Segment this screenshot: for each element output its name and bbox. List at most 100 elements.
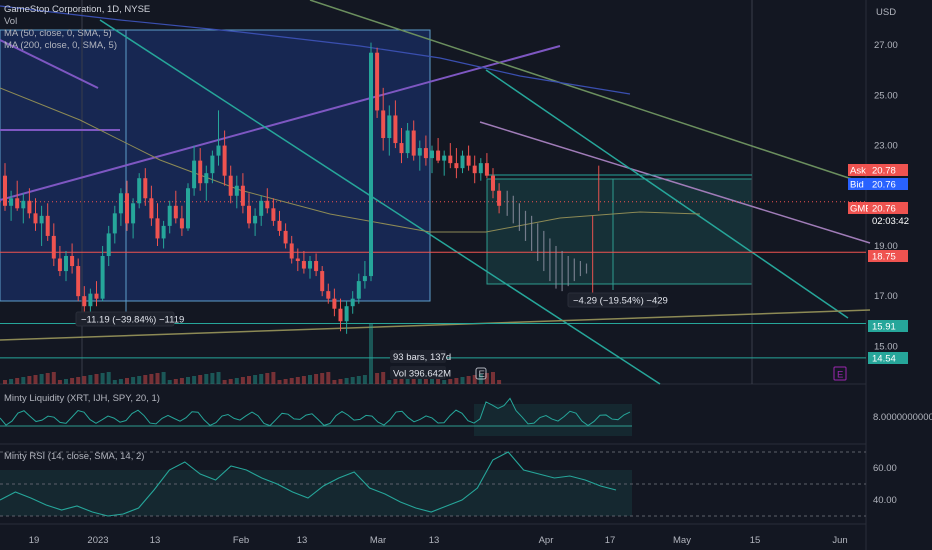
gme-tag-label-bg bbox=[848, 202, 868, 214]
volume-bar bbox=[356, 376, 361, 384]
vol-legend[interactable]: Vol bbox=[4, 16, 18, 27]
volume-bar bbox=[253, 375, 258, 384]
candle bbox=[387, 115, 392, 139]
volume-bar bbox=[106, 372, 111, 384]
candle bbox=[76, 266, 81, 297]
candle bbox=[350, 298, 355, 307]
volume-bar bbox=[15, 378, 20, 384]
gme-tag: GME 20.76 bbox=[848, 202, 908, 215]
volume-bar bbox=[344, 378, 349, 384]
volume-bar bbox=[167, 380, 172, 384]
volume-bar bbox=[131, 377, 136, 384]
earnings-marker[interactable]: E bbox=[475, 367, 487, 380]
time-tick-label: 17 bbox=[605, 535, 616, 546]
range2-text: −4.29 (−19.54%) −429 bbox=[573, 296, 668, 307]
volume-bar bbox=[375, 373, 380, 384]
candle bbox=[192, 160, 197, 189]
volume-bar bbox=[350, 377, 355, 384]
candle bbox=[430, 150, 434, 159]
volume-bar bbox=[332, 380, 337, 384]
candle bbox=[436, 150, 441, 161]
candle bbox=[448, 155, 453, 164]
candle bbox=[277, 220, 282, 231]
rsi-line bbox=[0, 451, 617, 517]
earnings-marker-right[interactable]: E bbox=[833, 366, 847, 381]
bid-tag: Bid 20.76 bbox=[848, 178, 908, 191]
candle bbox=[344, 306, 349, 322]
ma200-legend[interactable]: MA (200, close, 0, SMA, 5) bbox=[4, 40, 117, 51]
candle bbox=[381, 110, 386, 139]
time-axis[interactable]: 19 2023 13 Feb 13 Mar 13 Apr 17 May 15 Jun bbox=[29, 535, 848, 546]
volume-bar bbox=[100, 373, 105, 384]
range-annotation-1: −11.19 (−39.84%) −1119 bbox=[75, 311, 184, 327]
range1-text: −11.19 (−39.84%) −1119 bbox=[81, 315, 184, 326]
vol-text: Vol 396.642M bbox=[393, 369, 451, 380]
ma50-line bbox=[0, 87, 701, 233]
candle bbox=[411, 130, 416, 156]
volume-bar bbox=[39, 374, 44, 384]
level-1875-bg bbox=[868, 250, 908, 262]
price-axis[interactable]: 27.00 25.00 23.00 19.00 17.00 15.00 bbox=[874, 40, 898, 352]
candle bbox=[210, 155, 215, 174]
volume-bar bbox=[161, 372, 166, 384]
candle bbox=[240, 185, 245, 206]
candle bbox=[33, 213, 38, 224]
volume-bar bbox=[277, 380, 282, 384]
level-1875: 18.75 bbox=[872, 252, 896, 263]
candle bbox=[88, 293, 93, 307]
candle bbox=[161, 225, 166, 239]
volume-bar bbox=[240, 377, 245, 384]
time-tick-label: 13 bbox=[429, 535, 440, 546]
gme-tag-label: GME bbox=[850, 204, 872, 215]
volume-bar bbox=[308, 375, 312, 384]
candle bbox=[179, 218, 184, 229]
candle bbox=[283, 230, 288, 244]
indicator-panes bbox=[0, 397, 866, 517]
time-tick-label: Jun bbox=[832, 535, 847, 546]
volume-bar bbox=[125, 378, 129, 384]
ask-tag-label: Ask bbox=[850, 166, 866, 177]
candle bbox=[64, 256, 68, 272]
volume-bar bbox=[314, 374, 319, 384]
volume-bar bbox=[9, 379, 14, 384]
bid-tag-label-bg bbox=[848, 178, 868, 190]
volume-bar bbox=[283, 379, 288, 384]
candle bbox=[332, 298, 337, 309]
volume-bar bbox=[210, 373, 215, 384]
volume-bar bbox=[33, 375, 38, 384]
volume-bar bbox=[295, 377, 300, 384]
volume-bar bbox=[338, 379, 343, 384]
candle bbox=[356, 281, 361, 299]
ask-tag-value: 20.78 bbox=[872, 166, 896, 177]
volume-bar bbox=[70, 378, 75, 384]
ma50-legend[interactable]: MA (50, close, 0, SMA, 5) bbox=[4, 28, 112, 39]
candle bbox=[265, 200, 270, 209]
candle bbox=[338, 308, 343, 322]
volume-bar bbox=[417, 375, 422, 384]
volume-bar bbox=[259, 374, 264, 384]
candle bbox=[106, 233, 111, 256]
candle bbox=[173, 205, 178, 219]
candle bbox=[228, 175, 233, 196]
trendline-teal-2 bbox=[485, 69, 849, 319]
candle bbox=[466, 155, 471, 166]
volume-bar bbox=[82, 376, 87, 384]
candle bbox=[497, 190, 502, 206]
grid-lines bbox=[0, 0, 867, 550]
volume-bar bbox=[301, 376, 306, 384]
symbol-line[interactable]: GameStop Corporation, 1D, NYSE bbox=[4, 4, 151, 15]
volume-bar bbox=[222, 380, 227, 384]
price-tick-label: 17.00 bbox=[874, 291, 898, 302]
candle bbox=[454, 163, 459, 169]
candle bbox=[393, 115, 398, 144]
ask-tag-label-bg bbox=[848, 164, 868, 176]
level-1591: 15.91 bbox=[872, 322, 896, 333]
level-1454-bg bbox=[868, 352, 908, 364]
price-tick-label: 25.00 bbox=[874, 90, 898, 101]
time-tick-label: 2023 bbox=[87, 535, 108, 546]
volume-bar bbox=[21, 377, 26, 384]
volume-bar bbox=[155, 373, 160, 384]
time-tick-label: 19 bbox=[29, 535, 40, 546]
